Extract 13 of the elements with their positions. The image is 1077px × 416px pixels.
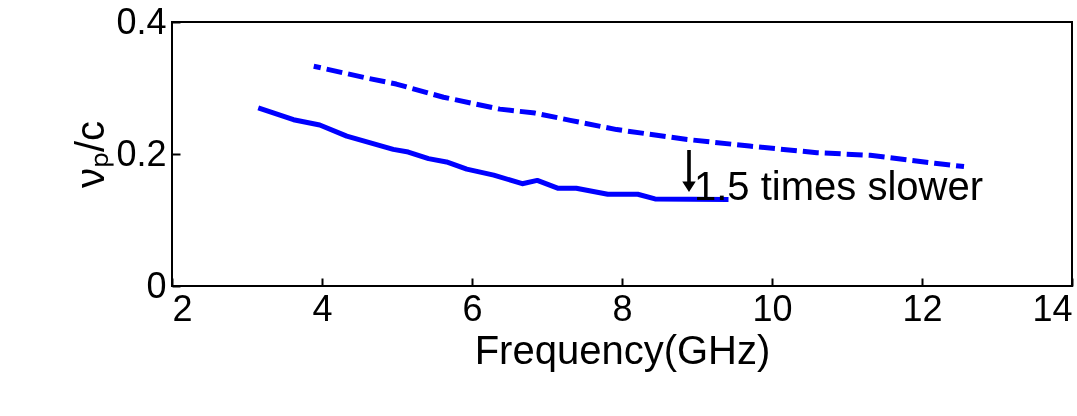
x-tick-label: 14: [1032, 287, 1073, 329]
x-tick-label: 2: [172, 287, 193, 329]
x-tick-label: 12: [902, 287, 943, 329]
x-tick-label: 4: [312, 287, 333, 329]
x-tick-label: 6: [462, 287, 483, 329]
y-tick-label: 0.4: [116, 0, 167, 42]
y-tick-label: 0.2: [116, 132, 167, 174]
x-tick-label: 8: [612, 287, 633, 329]
y-tick-label: 0: [146, 264, 167, 306]
y-axis-title: νₚ/c: [68, 120, 115, 189]
x-tick-label: 10: [752, 287, 793, 329]
x-axis-title: Frequency(GHz): [474, 327, 771, 372]
annotation: 1.5 times slower: [694, 164, 983, 208]
